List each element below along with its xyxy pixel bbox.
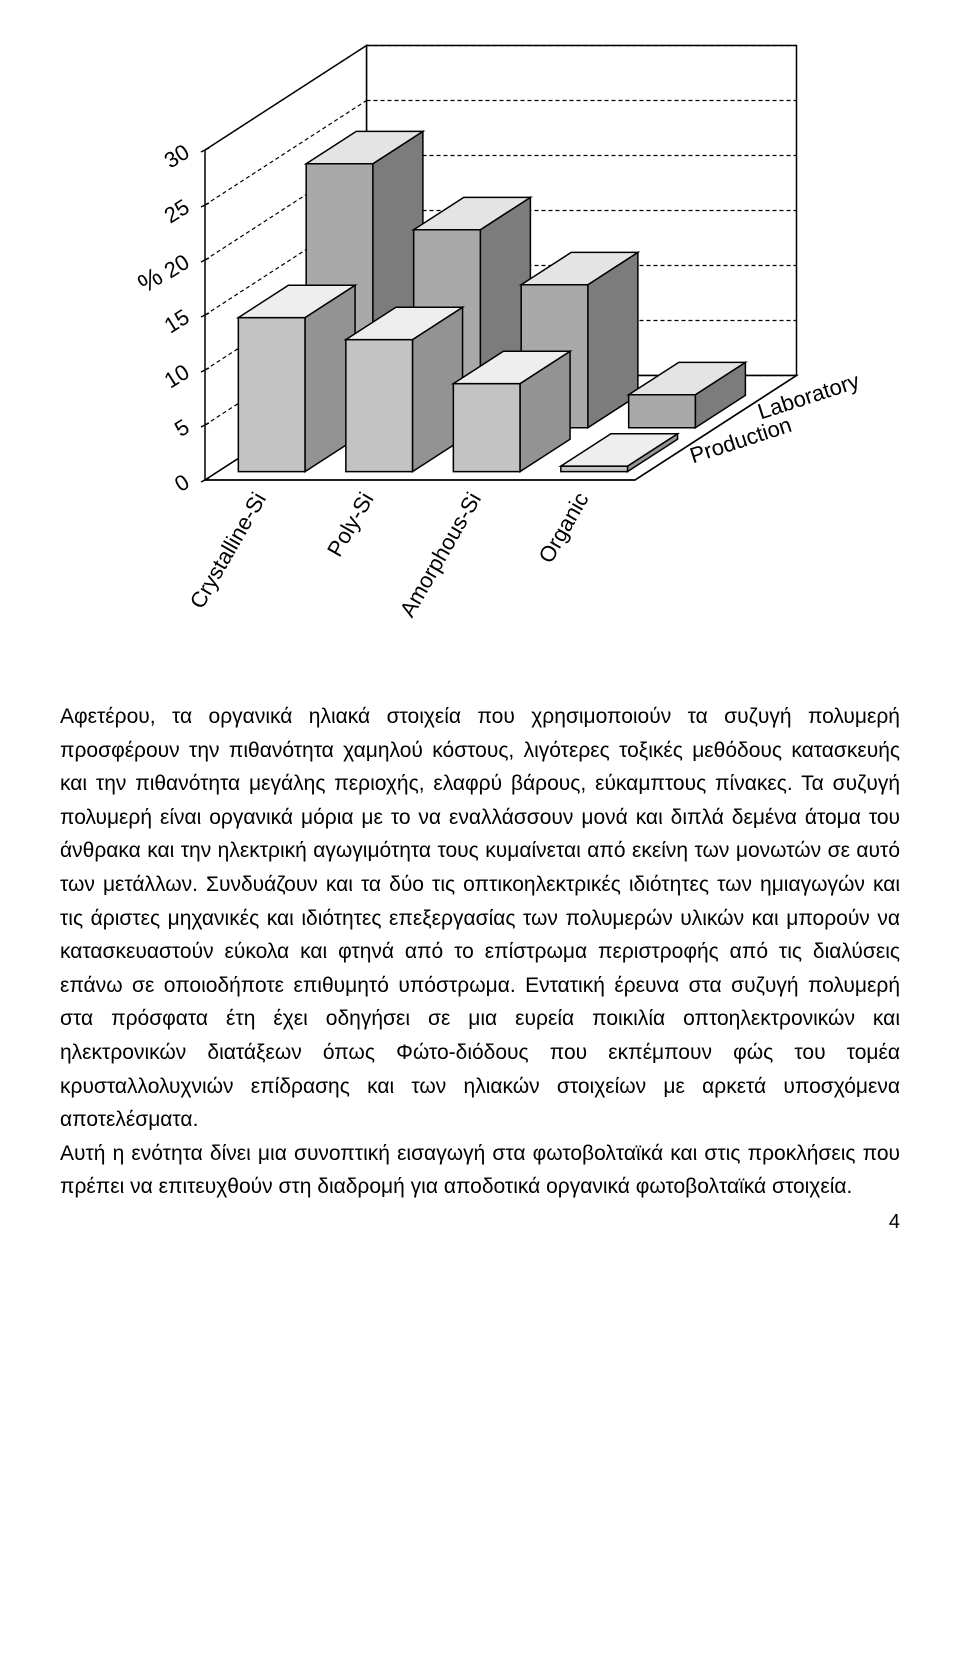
svg-text:Amorphous-Si: Amorphous-Si (395, 488, 486, 621)
svg-text:10: 10 (160, 359, 194, 393)
svg-text:15: 15 (160, 304, 194, 338)
svg-text:Organic: Organic (533, 488, 593, 567)
svg-text:Poly-Si: Poly-Si (322, 488, 378, 561)
paragraph-2: Αυτή η ενότητα δίνει μια συνοπτική εισαγ… (60, 1137, 900, 1204)
svg-text:5: 5 (170, 414, 194, 442)
svg-text:20: 20 (160, 249, 194, 283)
page-number: 4 (889, 1211, 900, 1234)
svg-text:Crystalline-Si: Crystalline-Si (185, 488, 271, 613)
body-text: Αφετέρου, τα οργανικά ηλιακά στοιχεία πο… (60, 700, 900, 1204)
svg-text:25: 25 (160, 194, 194, 228)
svg-text:30: 30 (160, 139, 194, 173)
svg-text:0: 0 (170, 469, 194, 497)
efficiency-bar-chart: 051015202530%Crystalline-SiPoly-SiAmorph… (90, 20, 870, 660)
paragraph-1: Αφετέρου, τα οργανικά ηλιακά στοιχεία πο… (60, 700, 900, 1137)
